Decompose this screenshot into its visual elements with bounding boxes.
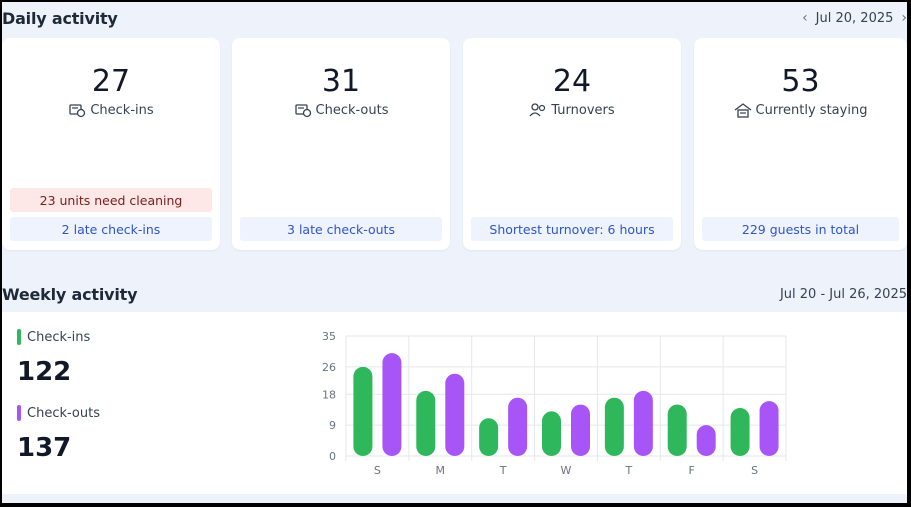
weekly-check-ins-total: 122 <box>17 357 72 387</box>
y-tick-label: 9 <box>329 419 336 432</box>
x-tick-label: M <box>436 464 446 477</box>
check-ins-count: 27 <box>91 64 131 99</box>
check-outs-legend-swatch <box>17 405 21 421</box>
weekly-range: Jul 20 - Jul 26, 2025 <box>779 286 907 302</box>
check-ins-label: Check-ins <box>90 102 154 118</box>
check-outs-bar <box>696 425 716 456</box>
daily-cards: 27 Check-ins 23 units need cleaning 2 la… <box>2 38 907 250</box>
weekly-check-ins-label: Check-ins <box>27 329 91 345</box>
check-outs-bar <box>382 353 402 456</box>
check-ins-bar <box>353 366 373 456</box>
turnovers-count: 24 <box>552 64 592 99</box>
weekly-range-nav: Jul 20 - Jul 26, 2025 <box>780 287 907 302</box>
weekly-check-ins-stat: Check-ins 122 <box>17 329 90 387</box>
y-tick-label: 35 <box>322 330 336 343</box>
x-tick-label: S <box>751 464 758 477</box>
cleaning-alert[interactable]: 23 units need cleaning <box>10 188 212 212</box>
check-ins-legend-swatch <box>17 329 21 345</box>
x-tick-label: S <box>374 464 381 477</box>
check-ins-bar <box>416 390 436 456</box>
check-ins-bar <box>730 408 750 456</box>
chevron-left-icon[interactable]: ‹ <box>802 10 808 26</box>
check-ins-bar <box>479 418 499 456</box>
daily-title: Daily activity <box>2 8 118 28</box>
check-ins-bar <box>604 397 624 456</box>
currently-staying-label-row: Currently staying <box>694 102 907 118</box>
y-tick-label: 0 <box>329 450 336 463</box>
turnover-icon <box>529 103 546 117</box>
card-currently-staying: 53 Currently staying 229 guests in total <box>694 38 907 250</box>
late-check-ins-link[interactable]: 2 late check-ins <box>10 217 212 241</box>
y-tick-label: 26 <box>322 361 336 374</box>
weekly-header: Weekly activity Jul 20 - Jul 26, 2025 <box>2 279 907 309</box>
currently-staying-label: Currently staying <box>755 102 868 118</box>
card-check-outs: 31 Check-outs 3 late check-outs <box>232 38 450 250</box>
turnovers-label: Turnovers <box>551 102 615 118</box>
weekly-check-outs-total: 137 <box>17 433 72 463</box>
check-ins-bar <box>667 404 687 456</box>
weekly-check-outs-label: Check-outs <box>27 405 100 421</box>
weekly-panel: Check-ins 122 Check-outs 137 0 9 18 26 35 S M T… <box>2 312 907 494</box>
check-ins-bar <box>542 411 561 456</box>
check-outs-bar <box>759 401 779 456</box>
chevron-right-icon[interactable]: › <box>901 10 907 26</box>
x-tick-label: T <box>499 464 507 477</box>
weekly-bar-chart: 0 9 18 26 35 S M T W T F S <box>322 330 787 477</box>
daily-header: Daily activity ‹ Jul 20, 2025 › <box>2 3 907 33</box>
card-turnovers: 24 Turnovers Shortest turnover: 6 hours <box>463 38 681 250</box>
check-outs-bar <box>445 373 465 456</box>
check-outs-bar <box>508 397 528 456</box>
house-icon <box>734 103 751 118</box>
check-outs-bar <box>633 390 653 456</box>
check-ins-label-row: Check-ins <box>2 102 220 118</box>
weekly-check-outs-stat: Check-outs 137 <box>17 405 100 463</box>
currently-staying-count: 53 <box>781 64 820 99</box>
turnovers-label-row: Turnovers <box>463 102 681 118</box>
guests-total-link[interactable]: 229 guests in total <box>702 217 899 241</box>
weekly-title: Weekly activity <box>2 284 138 304</box>
check-outs-label-row: Check-outs <box>232 102 450 118</box>
check-out-icon <box>294 104 311 118</box>
late-check-outs-link[interactable]: 3 late check-outs <box>240 217 442 241</box>
shortest-turnover-link[interactable]: Shortest turnover: 6 hours <box>471 217 673 241</box>
y-tick-label: 18 <box>322 388 336 401</box>
x-tick-label: T <box>624 464 632 477</box>
check-outs-label: Check-outs <box>315 102 389 118</box>
x-tick-label: F <box>689 464 695 477</box>
card-check-ins: 27 Check-ins 23 units need cleaning 2 la… <box>2 38 220 250</box>
x-tick-label: W <box>561 464 572 477</box>
check-outs-bar <box>571 404 590 456</box>
daily-date-nav: ‹ Jul 20, 2025 › <box>802 10 907 26</box>
check-outs-count: 31 <box>321 64 361 99</box>
check-in-icon <box>69 104 86 118</box>
daily-date: Jul 20, 2025 <box>815 10 894 26</box>
